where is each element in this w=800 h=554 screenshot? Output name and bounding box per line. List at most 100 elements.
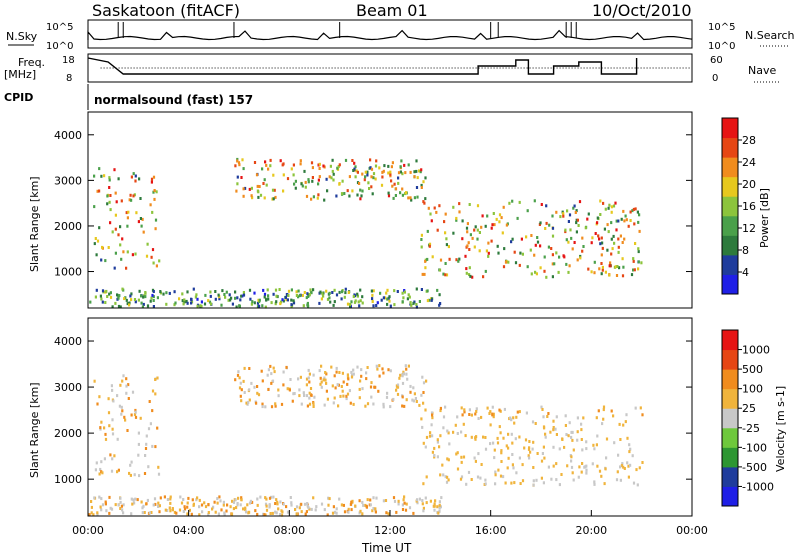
echo-cell — [405, 502, 408, 506]
echo-cell — [423, 272, 426, 276]
echo-cell — [126, 302, 129, 306]
echo-cell — [558, 483, 561, 487]
echo-cell — [399, 170, 402, 174]
echo-cell — [436, 288, 439, 292]
echo-cell — [143, 472, 147, 475]
echo-cell — [361, 189, 364, 193]
echo-cell — [570, 236, 573, 240]
echo-cell — [100, 508, 103, 512]
echo-cell — [346, 373, 349, 377]
echo-cell — [240, 496, 243, 500]
echo-cell — [333, 396, 336, 400]
echo-cell — [145, 442, 148, 446]
echo-cell — [615, 219, 618, 223]
echo-cell — [601, 241, 604, 245]
echo-cell — [256, 301, 260, 305]
echo-cell — [366, 498, 369, 502]
echo-cell — [129, 294, 132, 298]
echo-cell — [121, 409, 124, 413]
echo-cell — [313, 395, 316, 399]
echo-cell — [311, 176, 314, 179]
echo-cell — [308, 402, 312, 406]
echo-cell — [578, 200, 582, 204]
echo-cell — [114, 191, 117, 195]
echo-cell — [153, 189, 156, 192]
echo-cell — [347, 291, 350, 294]
echo-cell — [521, 252, 524, 256]
echo-cell — [563, 445, 566, 449]
echo-cell — [420, 183, 423, 187]
echo-cell — [294, 179, 297, 183]
echo-cell — [125, 377, 128, 381]
echo-cell — [484, 269, 487, 273]
echo-cell — [415, 287, 418, 291]
echo-cell — [117, 503, 120, 507]
power-frame — [87, 111, 693, 309]
echo-cell — [641, 413, 644, 417]
echo-cell — [504, 481, 507, 485]
echo-cell — [603, 482, 606, 486]
echo-cell — [250, 186, 253, 190]
echo-cell — [349, 302, 352, 306]
echo-cell — [614, 265, 617, 269]
power-colorbar-label: Power [dB] — [758, 188, 771, 248]
echo-cell — [332, 178, 335, 182]
echo-cell — [117, 304, 121, 308]
echo-cell — [203, 501, 206, 505]
echo-cell — [322, 294, 325, 298]
echo-cell — [330, 365, 333, 369]
echo-cell — [247, 511, 250, 515]
echo-cell — [327, 496, 330, 500]
echo-cell — [500, 460, 503, 463]
echo-cell — [441, 463, 444, 467]
echo-cell — [324, 371, 327, 374]
echo-cell — [182, 510, 185, 513]
echo-cell — [268, 503, 271, 507]
echo-cell — [439, 434, 442, 438]
echo-cell — [142, 302, 145, 306]
echo-cell — [566, 464, 569, 468]
echo-cell — [253, 291, 256, 295]
echo-cell — [256, 184, 259, 188]
velocity-y-tick-label: 4000 — [54, 335, 82, 348]
echo-cell — [551, 253, 554, 257]
echo-cell — [585, 440, 588, 444]
echo-cell — [277, 388, 280, 392]
echo-cell — [307, 295, 310, 298]
echo-cell — [532, 479, 535, 483]
echo-cell — [409, 196, 412, 200]
echo-cell — [550, 247, 553, 250]
echo-cell — [415, 169, 418, 173]
echo-cell — [406, 377, 409, 381]
echo-cell — [294, 508, 297, 511]
echo-cell — [146, 304, 150, 308]
echo-cell — [503, 407, 506, 411]
echo-cell — [545, 275, 548, 279]
echo-cell — [478, 231, 481, 234]
echo-cell — [151, 248, 155, 252]
echo-cell — [436, 505, 439, 509]
echo-cell — [354, 299, 357, 303]
echo-cell — [152, 290, 155, 293]
velocity-colorbar-tick-label: -100 — [742, 441, 767, 454]
echo-cell — [335, 511, 338, 515]
echo-cell — [265, 298, 268, 302]
echo-cell — [412, 511, 415, 515]
echo-cell — [370, 381, 373, 385]
echo-cell — [231, 499, 234, 503]
echo-cell — [169, 495, 172, 499]
echo-cell — [407, 364, 410, 368]
echo-cell — [418, 497, 421, 501]
echo-cell — [159, 496, 162, 500]
echo-cell — [465, 267, 468, 271]
echo-cell — [338, 290, 341, 294]
echo-cell — [317, 178, 320, 182]
echo-cell — [590, 270, 593, 274]
echo-cell — [186, 290, 189, 294]
echo-cell — [152, 190, 155, 194]
echo-cell — [236, 502, 239, 505]
echo-cell — [397, 171, 401, 175]
echo-cell — [144, 447, 148, 450]
echo-cell — [631, 454, 634, 458]
echo-cell — [304, 512, 307, 516]
